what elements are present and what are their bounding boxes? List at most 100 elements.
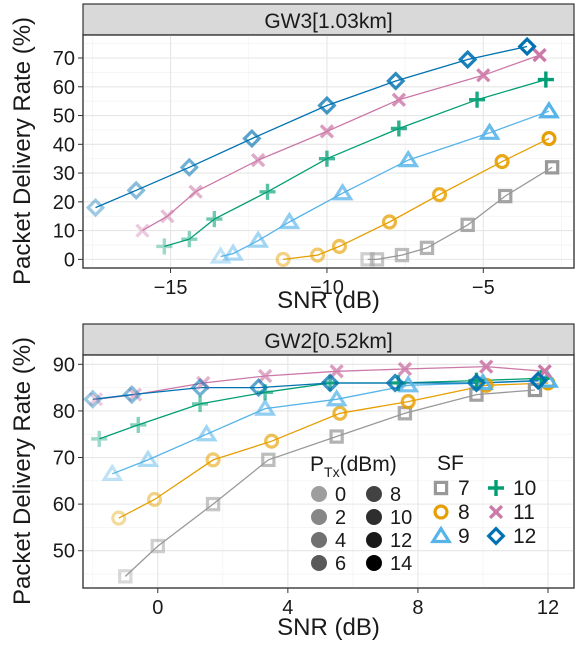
panel-gw3-y-axis: 0 10 20 30 40 50 60 70 bbox=[53, 48, 83, 271]
data-point-sf10 bbox=[181, 231, 198, 248]
data-point-sf8 bbox=[310, 247, 326, 263]
data-point-sf8 bbox=[494, 154, 510, 170]
panel-gw2-title: GW2[0.52km] bbox=[264, 330, 392, 353]
y-tick-label: 50 bbox=[53, 541, 75, 563]
panel-gw3-border bbox=[82, 34, 575, 269]
data-point-sf7 bbox=[261, 452, 276, 468]
data-point-sf9 bbox=[478, 122, 501, 140]
data-point-sf12 bbox=[248, 378, 269, 398]
sf-legend-label: 8 bbox=[458, 501, 470, 524]
sf-legend-square-open-icon bbox=[433, 480, 449, 496]
sf-legend-circle-open-icon bbox=[433, 504, 449, 520]
series-line-sf12 bbox=[92, 379, 539, 400]
x-tick-label: 4 bbox=[282, 597, 293, 619]
ptx-legend-label: 6 bbox=[335, 553, 346, 575]
ptx-legend-label: 14 bbox=[390, 553, 412, 575]
data-point-sf7 bbox=[419, 240, 435, 256]
y-tick-label: 50 bbox=[53, 106, 75, 128]
series-line-sf10 bbox=[164, 78, 547, 248]
panel-gw2-markers bbox=[83, 359, 559, 584]
sf-legend-cross-icon bbox=[488, 504, 504, 520]
data-point-sf10 bbox=[156, 238, 173, 255]
data-point-sf11 bbox=[476, 68, 491, 83]
x-tick-label: −5 bbox=[472, 277, 495, 299]
data-point-sf7 bbox=[544, 160, 560, 175]
data-point-sf10 bbox=[206, 211, 223, 228]
ptx-legend-dot-icon bbox=[366, 532, 382, 548]
data-point-sf12 bbox=[458, 49, 478, 70]
data-point-sf12 bbox=[126, 180, 146, 200]
ptx-legend-label: 12 bbox=[390, 530, 412, 552]
x-tick-label: 12 bbox=[537, 597, 559, 619]
panel-gw3-markers bbox=[85, 36, 560, 267]
data-point-sf8 bbox=[541, 131, 557, 147]
data-point-sf11 bbox=[188, 184, 203, 199]
data-point-sf12 bbox=[122, 384, 142, 405]
panel-gw2-series-lines bbox=[92, 365, 549, 577]
data-point-sf11 bbox=[127, 387, 143, 402]
data-point-sf9 bbox=[254, 398, 277, 416]
sf-legend-label: 11 bbox=[513, 501, 535, 524]
data-point-sf7 bbox=[205, 496, 221, 512]
data-point-sf10 bbox=[318, 150, 335, 167]
sf-legend-title: SF bbox=[437, 452, 464, 475]
y-tick-label: 80 bbox=[53, 401, 75, 423]
data-point-sf9 bbox=[195, 423, 218, 442]
data-point-sf9 bbox=[222, 243, 245, 261]
data-point-sf11 bbox=[329, 364, 344, 379]
panel-gw3-strip bbox=[82, 3, 575, 36]
data-point-sf12 bbox=[320, 373, 340, 393]
data-point-sf10 bbox=[91, 430, 108, 447]
data-point-sf8 bbox=[264, 433, 280, 449]
panel-gw2-y-axis-title: Packet Delivery Rate (%) bbox=[9, 337, 36, 605]
data-point-sf9 bbox=[331, 182, 354, 201]
data-point-sf8 bbox=[275, 251, 291, 267]
ptx-legend-dot-icon bbox=[366, 509, 382, 525]
data-point-sf8 bbox=[331, 238, 347, 254]
panel-gw2-x-axis-title: SNR (dB) bbox=[277, 614, 380, 641]
y-tick-label: 70 bbox=[53, 48, 75, 70]
data-point-sf10 bbox=[259, 183, 276, 200]
x-tick-label: −10 bbox=[310, 277, 344, 299]
sf-legend-label: 9 bbox=[458, 525, 470, 548]
panel-gw3: GW3[1.03km] 0 10 20 30 40 50 60 70 −15 −10 −5 SNR… bbox=[9, 3, 575, 314]
data-point-sf12 bbox=[385, 373, 405, 393]
data-point-sf10 bbox=[390, 120, 407, 137]
panel-gw2-border bbox=[82, 354, 575, 589]
y-tick-label: 30 bbox=[53, 163, 75, 185]
ptx-legend-dot-icon bbox=[366, 486, 382, 502]
data-point-sf12 bbox=[528, 371, 548, 391]
sf-legend-label: 10 bbox=[513, 477, 536, 500]
data-point-sf9 bbox=[101, 463, 124, 481]
panel-gw2-grid bbox=[83, 355, 574, 588]
data-point-sf8 bbox=[332, 405, 348, 421]
series-line-sf10 bbox=[99, 377, 542, 440]
sf-legend-label: 7 bbox=[458, 477, 470, 500]
y-tick-label: 10 bbox=[53, 221, 75, 243]
data-point-sf11 bbox=[532, 47, 547, 63]
data-point-sf11 bbox=[160, 209, 175, 224]
series-line-sf7 bbox=[367, 166, 553, 261]
data-point-sf10 bbox=[130, 416, 147, 433]
data-point-sf8 bbox=[400, 394, 416, 410]
y-tick-label: 60 bbox=[53, 77, 75, 99]
data-point-sf9 bbox=[247, 230, 270, 248]
ptx-legend-dot-icon bbox=[366, 555, 382, 571]
data-point-sf12 bbox=[85, 197, 106, 218]
ptx-legend-title: PTx(dBm) bbox=[310, 453, 397, 480]
ptx-legend-label: 0 bbox=[335, 484, 346, 506]
data-point-sf11 bbox=[88, 392, 104, 407]
y-tick-label: 20 bbox=[53, 192, 75, 214]
series-line-sf11 bbox=[142, 54, 540, 232]
sf-legend-plus-icon bbox=[487, 479, 505, 497]
data-point-sf7 bbox=[497, 188, 513, 204]
data-point-sf8 bbox=[205, 452, 221, 468]
data-point-sf11 bbox=[391, 92, 407, 107]
data-point-sf7 bbox=[150, 538, 165, 554]
x-tick-label: 0 bbox=[152, 597, 163, 619]
data-point-sf12 bbox=[83, 389, 103, 409]
panel-gw3-y-axis-title: Packet Delivery Rate (%) bbox=[9, 17, 36, 285]
